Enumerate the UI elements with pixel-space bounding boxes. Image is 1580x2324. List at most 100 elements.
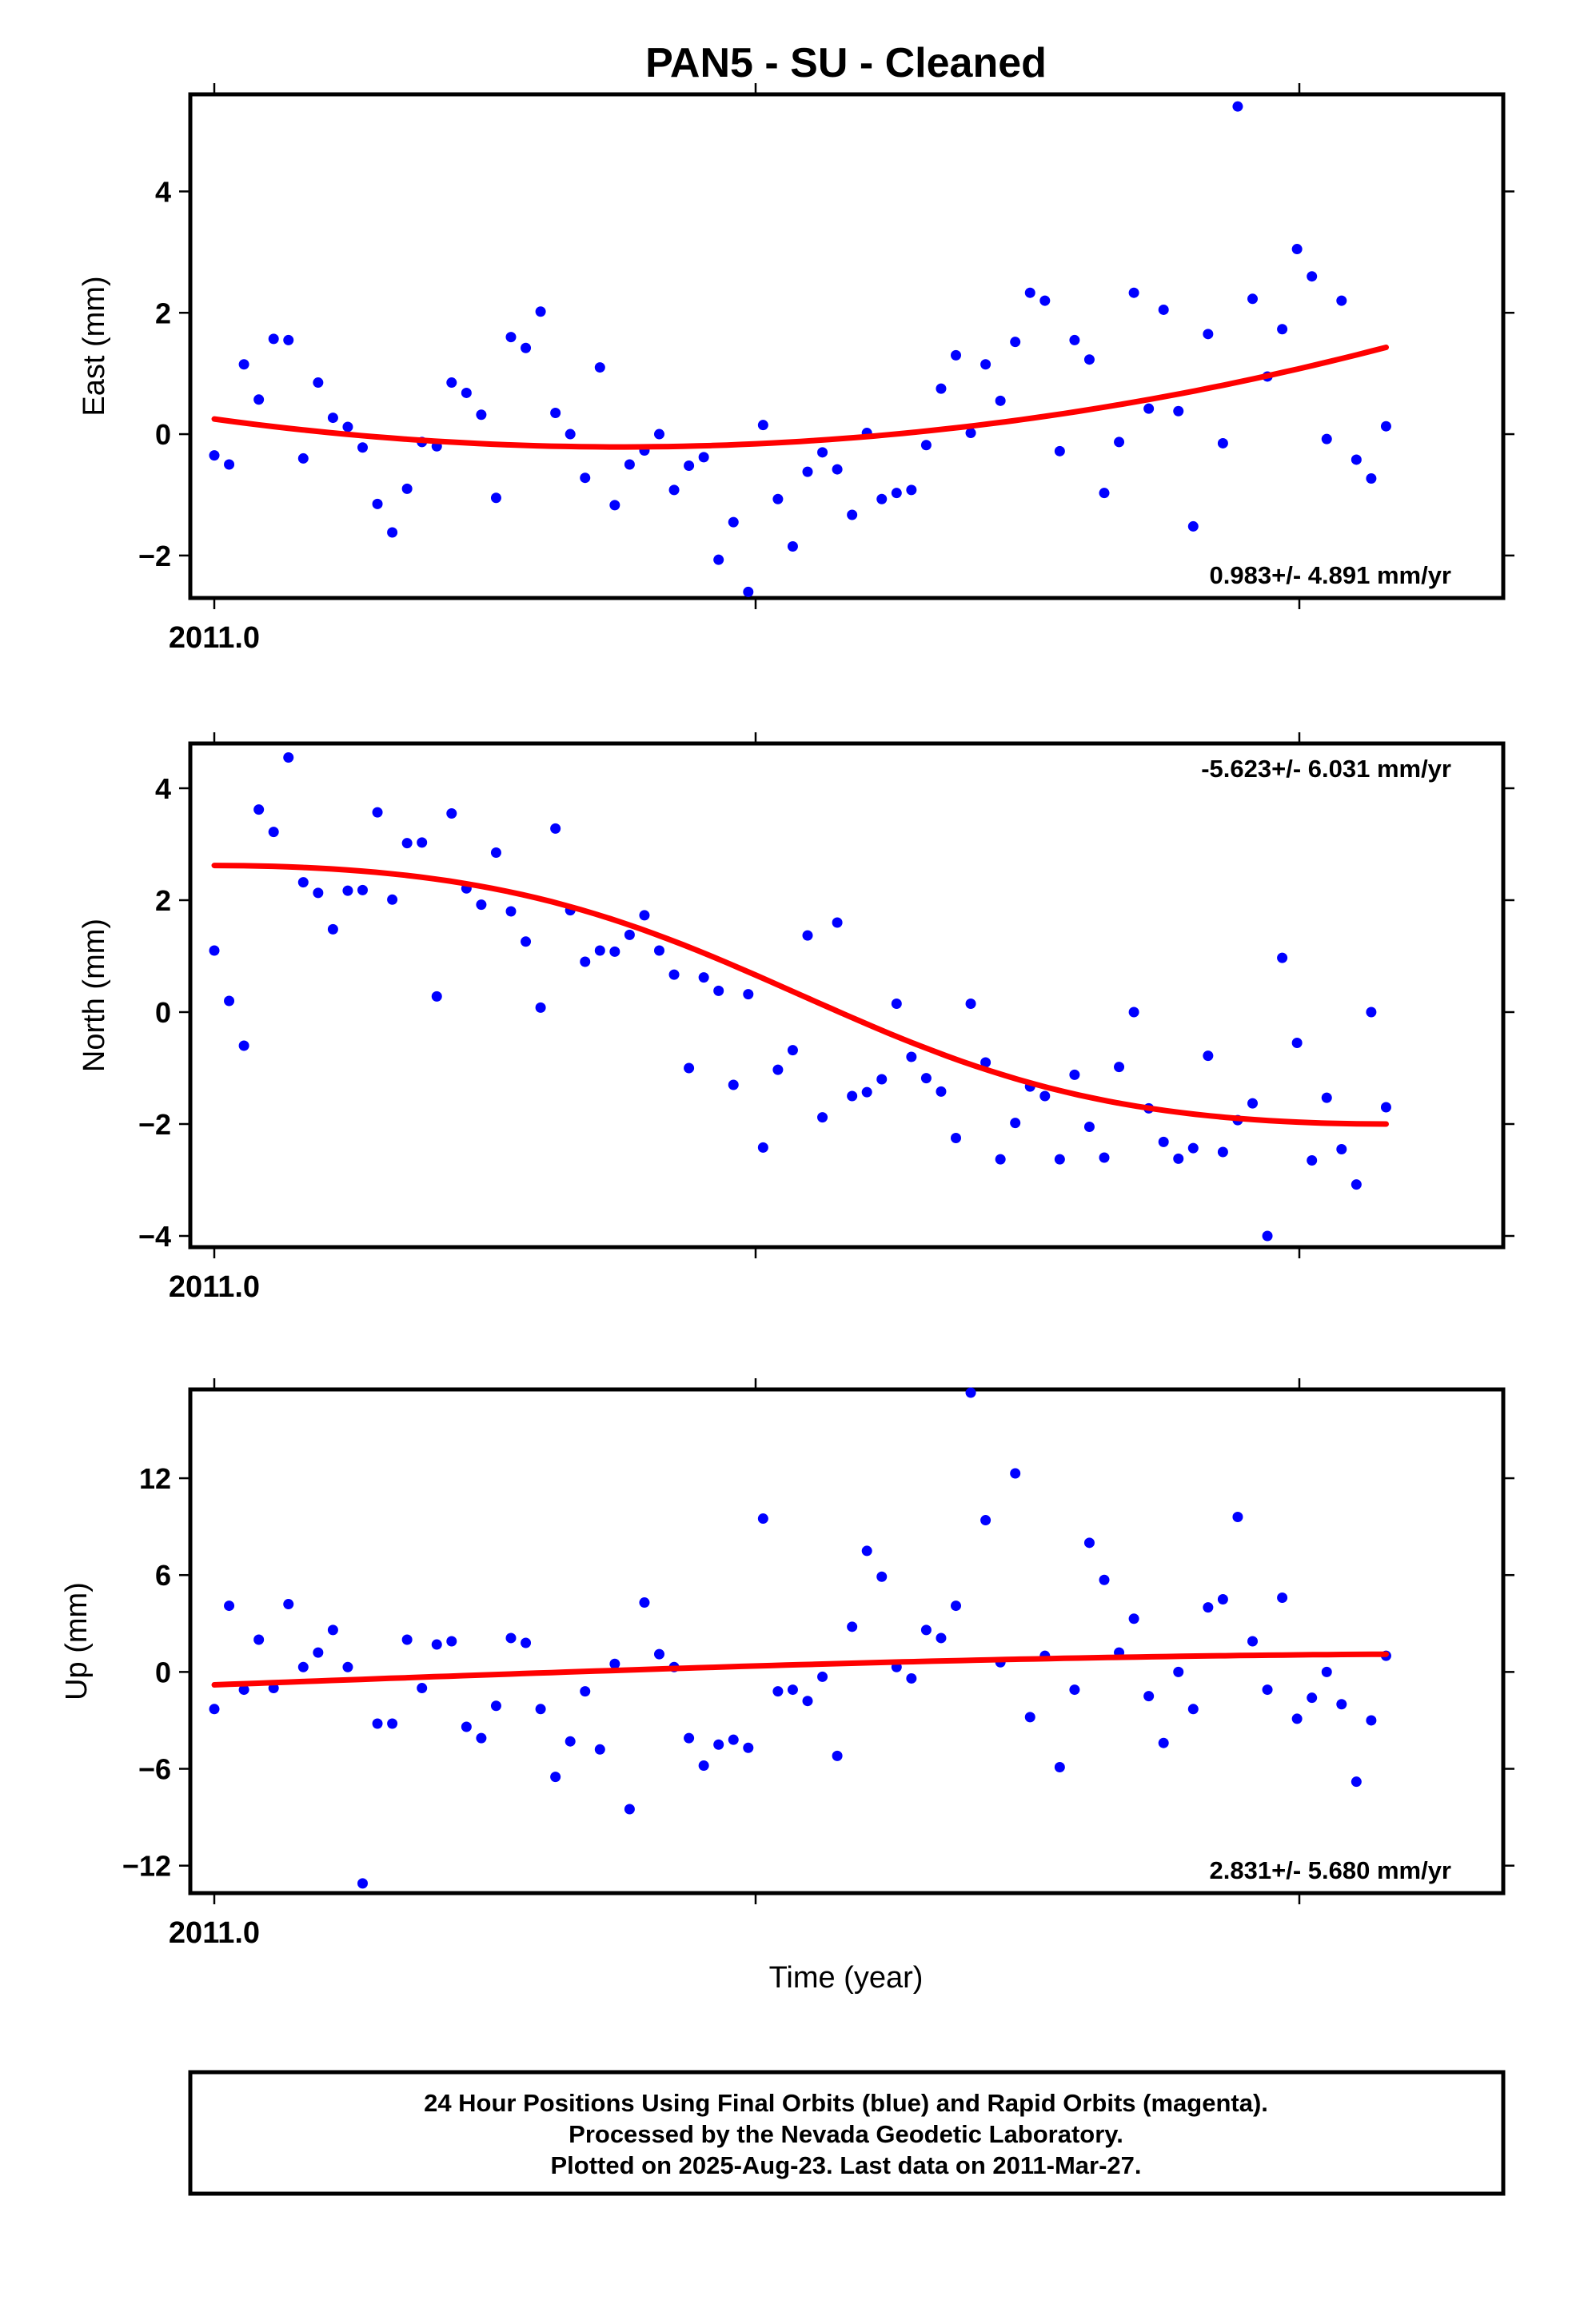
north-data-point bbox=[1291, 1038, 1303, 1048]
east-data-point bbox=[283, 334, 294, 345]
footer-line-3: Plotted on 2025-Aug-23. Last data on 201… bbox=[550, 2151, 1141, 2179]
east-data-point bbox=[1247, 293, 1258, 305]
north-data-point bbox=[372, 807, 383, 818]
east-data-point bbox=[224, 459, 235, 470]
north-data-point bbox=[713, 985, 724, 996]
east-fit-line bbox=[211, 345, 1389, 450]
east-data-point bbox=[698, 452, 709, 463]
east-data-point bbox=[1291, 244, 1303, 255]
up-data-point bbox=[1083, 1537, 1095, 1549]
east-data-point bbox=[624, 459, 635, 470]
north-y-tick-label: 4 bbox=[155, 772, 171, 805]
east-data-point bbox=[1173, 405, 1184, 417]
footer-line-2: Processed by the Nevada Geodetic Laborat… bbox=[569, 2120, 1123, 2148]
north-data-point bbox=[1099, 1152, 1110, 1163]
north-data-point bbox=[624, 929, 635, 940]
north-data-point bbox=[861, 1086, 872, 1098]
east-data-point bbox=[609, 500, 620, 511]
north-data-point bbox=[906, 1051, 917, 1062]
east-y-tick-label: −2 bbox=[138, 540, 171, 572]
north-data-point bbox=[1217, 1146, 1228, 1158]
north-x-tick-label: 2011.0 bbox=[169, 1270, 260, 1304]
east-data-point bbox=[1024, 287, 1035, 298]
up-panel: 2011.0 −12 −6 0 6 12 Up (mm) 2.831+/- 5.680 mm/… bbox=[60, 1378, 1514, 1950]
north-data-point bbox=[728, 1079, 739, 1090]
east-data-point bbox=[476, 409, 487, 421]
up-data-point bbox=[357, 1878, 368, 1889]
north-data-point bbox=[920, 1073, 932, 1084]
north-data-point bbox=[951, 1133, 961, 1143]
up-data-point bbox=[1217, 1594, 1228, 1604]
east-data-point bbox=[1307, 271, 1318, 282]
up-data-point bbox=[1291, 1713, 1303, 1724]
north-data-point bbox=[1366, 1007, 1377, 1018]
east-data-point bbox=[713, 554, 724, 565]
north-data-point bbox=[268, 827, 279, 838]
north-data-point bbox=[594, 945, 605, 956]
up-data-point bbox=[951, 1600, 961, 1612]
up-data-point bbox=[327, 1624, 338, 1636]
up-data-point bbox=[565, 1736, 576, 1747]
up-data-point bbox=[698, 1760, 709, 1771]
east-data-point bbox=[1158, 304, 1169, 315]
east-data-point bbox=[757, 420, 768, 431]
up-data-point bbox=[417, 1683, 428, 1694]
east-data-point bbox=[965, 428, 976, 439]
east-data-point bbox=[1380, 421, 1391, 432]
up-data-point bbox=[1128, 1613, 1139, 1624]
north-data-point bbox=[238, 1040, 249, 1051]
east-data-point bbox=[802, 466, 813, 477]
up-y-tick-label: 0 bbox=[155, 1656, 171, 1688]
east-data-point bbox=[743, 586, 754, 597]
north-data-point bbox=[1114, 1062, 1125, 1073]
east-data-point bbox=[951, 349, 961, 361]
north-data-point bbox=[580, 956, 591, 967]
north-fit-line bbox=[211, 863, 1389, 1127]
up-data-point bbox=[609, 1658, 620, 1669]
up-data-point bbox=[1173, 1666, 1184, 1677]
north-data-point bbox=[654, 945, 664, 956]
footer-line-1: 24 Hour Positions Using Final Orbits (bl… bbox=[424, 2089, 1268, 2117]
up-data-point bbox=[283, 1599, 294, 1610]
north-data-point bbox=[446, 808, 457, 819]
north-data-point bbox=[891, 999, 902, 1009]
north-data-point bbox=[253, 804, 265, 815]
up-data-point bbox=[1069, 1684, 1080, 1696]
up-data-point bbox=[476, 1732, 487, 1744]
up-data-point bbox=[1321, 1666, 1332, 1677]
north-data-point bbox=[787, 1045, 798, 1056]
east-data-point bbox=[1277, 324, 1288, 335]
east-data-point bbox=[372, 498, 383, 509]
up-data-point bbox=[1307, 1692, 1318, 1704]
up-data-point bbox=[1336, 1699, 1347, 1710]
east-data-point bbox=[401, 483, 413, 494]
east-x-tick-label: 2011.0 bbox=[169, 621, 260, 655]
north-data-point bbox=[1277, 952, 1288, 963]
east-data-point bbox=[1083, 354, 1095, 365]
up-data-point bbox=[1099, 1574, 1110, 1585]
east-data-point bbox=[1203, 329, 1214, 340]
north-data-point bbox=[1336, 1144, 1347, 1154]
up-data-point bbox=[401, 1634, 413, 1645]
north-data-point bbox=[357, 884, 368, 895]
north-y-tick-label: −2 bbox=[138, 1108, 171, 1141]
north-data-point bbox=[995, 1154, 1006, 1165]
up-y-tick-label: 12 bbox=[139, 1462, 171, 1495]
up-data-point bbox=[461, 1721, 472, 1732]
north-data-point bbox=[417, 837, 428, 848]
north-data-point bbox=[1069, 1069, 1080, 1080]
east-data-point bbox=[1217, 437, 1228, 448]
north-data-point bbox=[698, 972, 709, 983]
east-panel: 2011.0 −2 0 2 4 East (mm) 0.983+/- 4.891 mm/yr bbox=[78, 83, 1514, 655]
north-data-point bbox=[772, 1064, 784, 1075]
north-data-point bbox=[313, 887, 324, 899]
x-axis-label: Time (year) bbox=[769, 1961, 924, 1995]
north-y-axis-label: North (mm) bbox=[78, 919, 111, 1072]
north-data-point bbox=[817, 1112, 828, 1123]
north-data-point bbox=[1262, 1230, 1273, 1242]
up-data-point bbox=[387, 1718, 398, 1729]
east-data-point bbox=[787, 540, 798, 552]
up-data-point bbox=[1054, 1762, 1065, 1772]
up-y-tick-label: −12 bbox=[122, 1850, 171, 1883]
